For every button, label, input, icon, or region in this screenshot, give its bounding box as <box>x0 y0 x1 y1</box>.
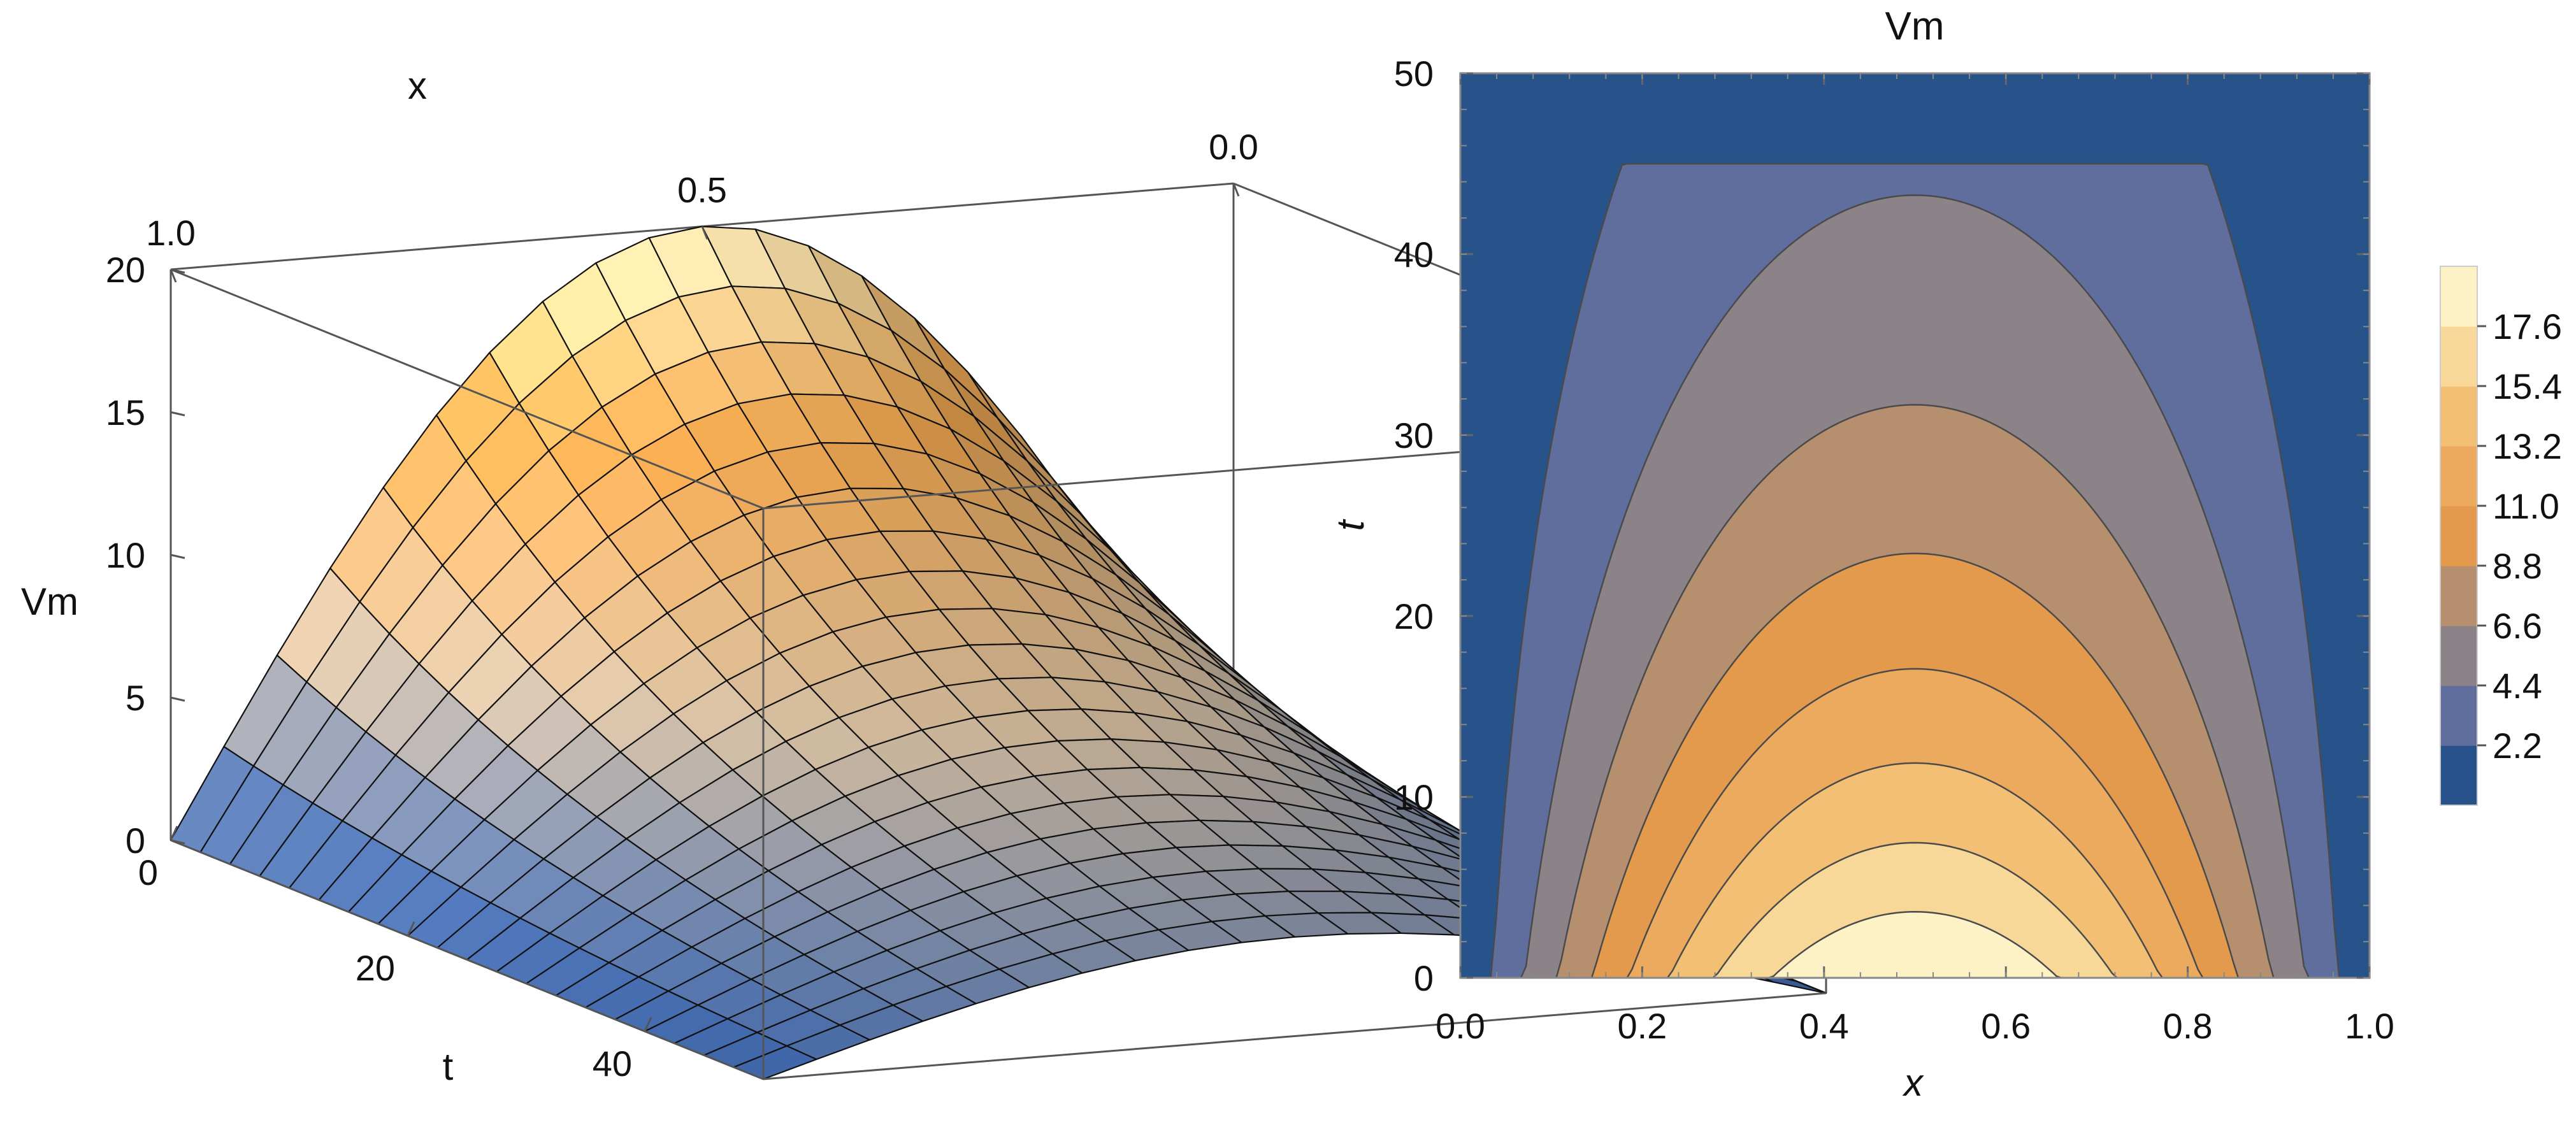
x-tick-label: 0.5 <box>677 170 727 210</box>
x-tick-label: 0.0 <box>1209 127 1258 167</box>
y-tick-label: 50 <box>1394 54 1434 94</box>
box-edge <box>763 992 1827 1080</box>
box-edge <box>170 839 764 1080</box>
y-tick-label: 10 <box>1394 777 1434 817</box>
z-tick-label: 10 <box>106 535 145 575</box>
contour-ticks: 0.0 0.2 0.4 0.6 0.8 1.0 0 10 20 30 40 50 <box>1394 54 2394 1046</box>
t-tick-mark <box>644 1017 652 1032</box>
t-tick-label: 0 <box>138 852 158 892</box>
contour-plot: 0.0 0.2 0.4 0.6 0.8 1.0 0 10 20 30 40 50 Vm x t 2.2… <box>1329 4 2562 1104</box>
legend-label: 15.4 <box>2493 366 2562 406</box>
x-tick-label: 0.2 <box>1617 1006 1667 1046</box>
z-tick-mark <box>170 268 185 274</box>
contour-band-17-6 <box>1460 911 2370 978</box>
z-tick-mark <box>170 696 185 702</box>
contour-fills <box>1460 162 2370 978</box>
legend-label: 11.0 <box>2493 486 2559 526</box>
contour-band-15-4 <box>1460 842 2370 978</box>
surface-ticks: 0 5 10 15 20 0 20 40 0.0 0.5 1.0 <box>106 127 1258 1084</box>
x-axis-label: x <box>1902 1061 1924 1104</box>
chart-title: Vm <box>1885 4 1945 48</box>
z-tick-mark <box>170 411 185 417</box>
y-tick-label: 40 <box>1394 234 1434 275</box>
legend-swatch <box>2440 266 2477 327</box>
x-tick-mark <box>169 269 177 283</box>
legend-swatch <box>2440 745 2477 806</box>
z-tick-label: 0 <box>126 820 145 861</box>
x-tick-label: 0.8 <box>2163 1006 2213 1046</box>
t-tick-label: 20 <box>356 948 395 988</box>
x-tick-mark <box>1232 183 1240 197</box>
x-axis-label: x <box>408 64 427 107</box>
legend-swatch <box>2440 446 2477 506</box>
z-tick-label: 20 <box>106 250 145 290</box>
z-tick-mark <box>170 554 185 559</box>
legend-label: 17.6 <box>2493 306 2562 347</box>
legend-label: 6.6 <box>2493 606 2542 646</box>
vm-axis-label: Vm <box>21 580 78 623</box>
legend-label: 13.2 <box>2493 426 2562 466</box>
bounding-box-front <box>170 268 1827 1080</box>
legend-label: 8.8 <box>2493 546 2542 586</box>
box-edge <box>170 268 764 510</box>
legend-swatch <box>2440 626 2477 686</box>
x-tick-label: 1.0 <box>146 213 196 253</box>
t-tick-mark <box>407 921 415 936</box>
legend-swatch <box>2440 566 2477 626</box>
z-tick-label: 15 <box>106 392 145 433</box>
z-tick-mark <box>170 839 185 845</box>
plot-frame <box>1459 72 2371 979</box>
legend-label: 4.4 <box>2493 666 2542 706</box>
x-tick-mark <box>701 226 709 240</box>
x-tick-label: 0.4 <box>1799 1006 1849 1046</box>
legend-swatch <box>2440 685 2477 746</box>
y-tick-label: 30 <box>1394 415 1434 455</box>
legend-swatch <box>2440 506 2477 566</box>
contour-legend: 2.2 4.4 6.6 8.8 11.0 13.2 15.4 17.6 <box>2440 266 2562 806</box>
y-axis-label: t <box>1329 519 1372 531</box>
z-tick-label: 5 <box>126 678 145 718</box>
y-tick-label: 20 <box>1394 596 1434 636</box>
x-tick-label: 0.0 <box>1436 1006 1485 1046</box>
legend-frame <box>2440 266 2478 806</box>
x-tick-label: 0.6 <box>1981 1006 2031 1046</box>
t-tick-mark <box>169 826 178 841</box>
y-tick-label: 0 <box>1414 958 1434 998</box>
t-tick-label: 40 <box>593 1043 632 1084</box>
legend-swatch <box>2440 386 2477 447</box>
x-tick-label: 1.0 <box>2345 1006 2394 1046</box>
legend-swatch <box>2440 326 2477 387</box>
legend-label: 2.2 <box>2493 726 2542 766</box>
t-axis-label: t <box>443 1045 454 1088</box>
